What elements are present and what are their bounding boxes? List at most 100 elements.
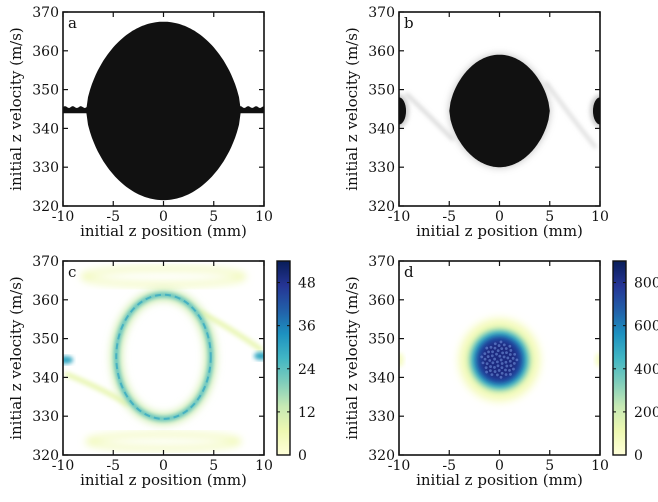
x-axis-label: initial z position (mm) [416, 471, 583, 489]
speckle [501, 351, 505, 355]
faint-trail [404, 92, 455, 142]
speckle [509, 349, 513, 352]
speckle [489, 365, 492, 368]
speckle [509, 364, 513, 368]
speckle [493, 370, 497, 373]
speckle [480, 355, 484, 359]
colorbar-tick-label: 12 [298, 405, 316, 421]
edge-spot [63, 355, 74, 364]
edge-spot [594, 352, 600, 367]
speckle [500, 347, 504, 351]
x-tick-label: -5 [106, 209, 120, 225]
speckle [505, 351, 508, 354]
faint-arc [85, 431, 242, 451]
tail-right [237, 106, 264, 114]
y-tick-label: 320 [368, 199, 395, 215]
colorbar-tick-label: 48 [298, 276, 316, 292]
panel-label: c [68, 263, 76, 281]
speckle [490, 373, 494, 377]
y-tick-label: 340 [368, 370, 395, 386]
stable-region [449, 54, 550, 168]
speckle [496, 364, 500, 368]
speckle [504, 373, 508, 376]
y-tick-label: 370 [368, 5, 395, 21]
speckle [513, 353, 517, 356]
edge-spot [399, 352, 405, 367]
colorbar-tick-label: 800 [634, 276, 658, 292]
plot-content [399, 317, 600, 403]
y-tick-label: 320 [32, 448, 59, 464]
panel-a: -10 -5 0 5 10 320 330 340 350 360 370 initial z pos… [7, 5, 273, 240]
y-tick-label: 330 [368, 160, 395, 176]
colorbar-gradient [276, 260, 291, 456]
x-tick-label: -10 [388, 209, 411, 225]
stable-region [86, 21, 241, 201]
speckle [481, 361, 485, 365]
y-tick-label: 370 [32, 254, 59, 270]
speckle [495, 360, 499, 364]
speckle [485, 362, 489, 366]
y-tick-label: 320 [368, 448, 395, 464]
plot-content [63, 266, 264, 451]
x-tick-label: 0 [495, 458, 504, 474]
x-tick-label: 10 [255, 458, 273, 474]
x-tick-label: 10 [591, 458, 609, 474]
x-tick-label: 0 [159, 458, 168, 474]
y-tick-label: 340 [32, 121, 59, 137]
speckle [493, 357, 497, 361]
x-axis-label: initial z position (mm) [416, 222, 583, 240]
tail-left [63, 106, 90, 114]
y-tick-label: 330 [32, 160, 59, 176]
y-tick-label: 340 [32, 370, 59, 386]
speckle [496, 349, 500, 353]
speckle [489, 345, 493, 349]
speckle [496, 373, 499, 377]
y-tick-label: 330 [32, 409, 59, 425]
panel-label: d [404, 263, 414, 281]
edge-blob-0 [399, 97, 407, 125]
speckle [497, 369, 501, 372]
x-axis-label: initial z position (mm) [80, 222, 247, 240]
speckle [484, 366, 488, 370]
x-tick-label: 10 [591, 209, 609, 225]
y-tick-label: 340 [368, 121, 395, 137]
speckle [502, 355, 506, 359]
speckle [500, 366, 504, 370]
speckle [493, 346, 497, 350]
panel-b: -10 -5 0 5 10 320 330 340 350 360 370 initial z pos… [343, 5, 609, 240]
speckle [485, 370, 488, 374]
y-tick-label: 360 [32, 293, 59, 309]
speckle [512, 367, 515, 371]
x-tick-label: -10 [52, 209, 75, 225]
speckle [508, 344, 512, 348]
y-tick-label: 370 [32, 5, 59, 21]
density-level [482, 342, 517, 378]
colorbar: 0 200 400 600 800 [612, 260, 658, 464]
speckle [500, 371, 504, 375]
ring-core [115, 293, 212, 420]
speckle [508, 359, 512, 363]
speckle [508, 368, 511, 372]
speckle [498, 354, 502, 358]
speckle [504, 347, 508, 350]
y-axis-label: initial z velocity (m/s) [7, 27, 25, 191]
x-tick-label: 10 [255, 209, 273, 225]
y-axis-label: initial z velocity (m/s) [7, 276, 25, 440]
speckle [500, 362, 504, 365]
colorbar-tick-label: 200 [634, 405, 658, 421]
y-tick-label: 350 [32, 83, 59, 99]
speckle [502, 343, 506, 347]
colorbar-tick-label: 600 [634, 319, 658, 335]
speckle [491, 350, 494, 354]
x-tick-label: -5 [442, 458, 456, 474]
y-tick-label: 360 [368, 44, 395, 60]
speckle [497, 344, 501, 347]
speckle [508, 353, 512, 356]
speckle [504, 368, 507, 372]
y-axis-label: initial z velocity (m/s) [343, 27, 361, 191]
x-tick-label: -5 [442, 209, 456, 225]
colorbar-tick-label: 0 [634, 448, 643, 464]
y-tick-label: 360 [368, 293, 395, 309]
speckle [515, 358, 519, 362]
